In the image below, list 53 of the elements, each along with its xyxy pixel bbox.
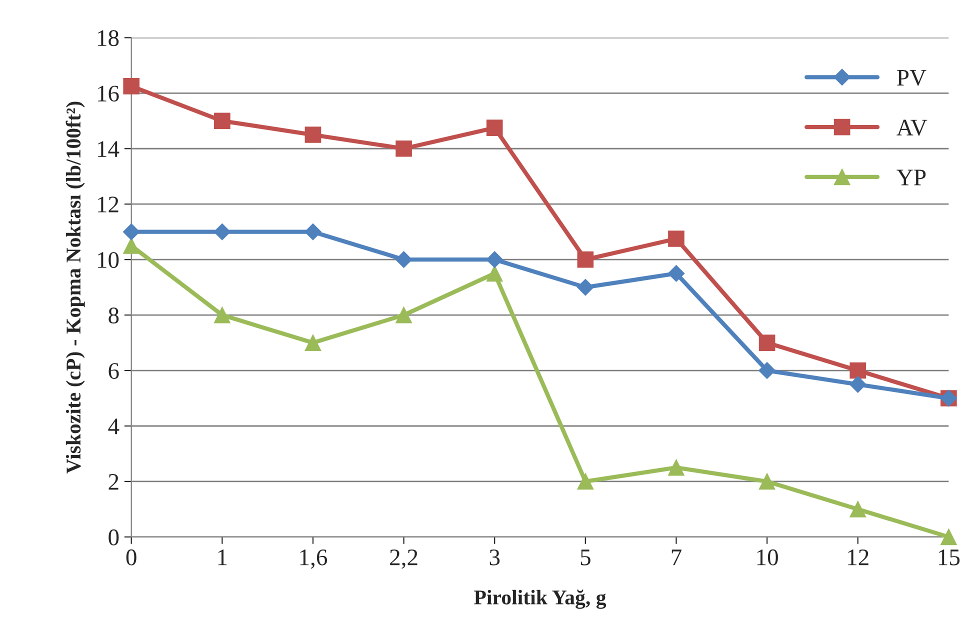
y-tick-label: 12 <box>98 196 118 212</box>
point <box>396 140 412 157</box>
y-tick-label: 2 <box>108 474 118 490</box>
y-tick-label: 4 <box>108 418 120 434</box>
point <box>849 376 866 393</box>
point <box>214 306 230 324</box>
y-axis-title: Viskozite (cP) - Kopma Noktası (lb/100ft²) <box>66 102 85 474</box>
point <box>850 501 866 518</box>
point <box>577 278 594 296</box>
point <box>577 473 594 490</box>
legend-label: YP <box>896 170 926 186</box>
y-tick-label: 16 <box>98 86 119 102</box>
x-tick-label: 1 <box>218 550 227 566</box>
point <box>758 473 776 490</box>
y-tick-label: 10 <box>98 252 119 268</box>
point <box>396 306 412 324</box>
point <box>758 362 776 379</box>
point <box>758 334 776 351</box>
y-tick-label: 18 <box>98 30 119 46</box>
legend-label: PV <box>897 70 926 86</box>
point <box>123 78 140 94</box>
x-tick-label: 2,2 <box>390 549 418 569</box>
y-tick-label: 6 <box>108 363 119 379</box>
point <box>486 265 503 282</box>
x-tick-label: 3 <box>490 549 500 566</box>
point <box>486 120 503 136</box>
y-tick-label: 0 <box>108 529 119 546</box>
x-tick-label: 15 <box>938 550 960 566</box>
x-axis-title: Pirolitik Yağ, g <box>474 590 606 609</box>
point <box>395 251 412 268</box>
point <box>668 265 685 282</box>
y-tick-label: 8 <box>108 308 119 324</box>
point <box>486 251 503 268</box>
point <box>850 362 866 379</box>
x-tick-label: 10 <box>757 549 778 566</box>
point <box>214 112 230 130</box>
point <box>304 334 322 351</box>
point <box>577 251 594 268</box>
x-tick-label: 1,6 <box>300 549 328 569</box>
x-tick-label: 12 <box>848 549 868 566</box>
legend-label: AV <box>896 120 928 136</box>
y-tick-label: 14 <box>98 141 120 157</box>
x-tick-label: 0 <box>126 549 136 566</box>
point <box>123 238 140 254</box>
point <box>940 528 957 546</box>
point <box>304 223 322 240</box>
x-tick-label: 7 <box>672 550 682 566</box>
point <box>214 223 231 240</box>
point <box>668 459 684 476</box>
x-tick-label: 5 <box>580 550 590 566</box>
point <box>304 126 322 143</box>
point <box>122 223 140 240</box>
point <box>668 230 684 247</box>
